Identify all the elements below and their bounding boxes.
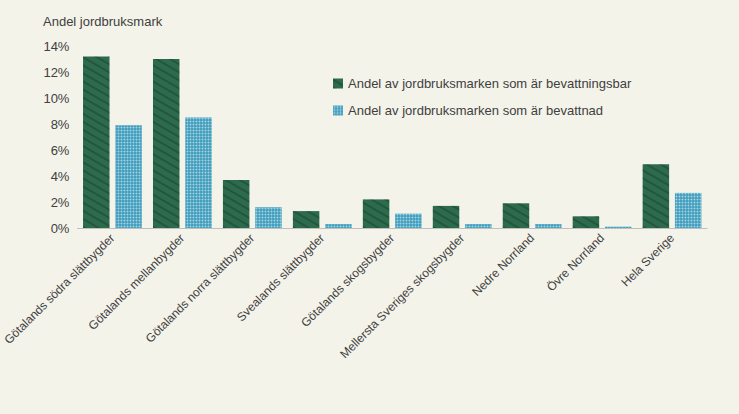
svg-text:Götalands mellanbygder: Götalands mellanbygder xyxy=(85,231,188,333)
svg-text:Götalands norra slättbygder: Götalands norra slättbygder xyxy=(143,231,257,345)
svg-text:Övre Norrland: Övre Norrland xyxy=(544,231,607,294)
svg-text:Nedre Norrland: Nedre Norrland xyxy=(469,231,537,299)
svg-text:Andel jordbruksmark: Andel jordbruksmark xyxy=(43,14,163,29)
svg-text:Götalands södra slättbygder: Götalands södra slättbygder xyxy=(1,231,117,347)
svg-text:Mellersta Sveriges skogsbygder: Mellersta Sveriges skogsbygder xyxy=(337,231,467,361)
svg-text:12%: 12% xyxy=(43,65,69,80)
svg-text:Andel av jordbruksmarken som ä: Andel av jordbruksmarken som är bevattni… xyxy=(348,76,632,91)
svg-text:14%: 14% xyxy=(43,39,69,54)
svg-text:2%: 2% xyxy=(51,195,70,210)
svg-text:Hela Sverige: Hela Sverige xyxy=(619,231,678,290)
svg-text:10%: 10% xyxy=(43,91,69,106)
svg-text:Götalands skogsbygder: Götalands skogsbygder xyxy=(298,231,398,330)
svg-text:6%: 6% xyxy=(51,143,70,158)
svg-text:4%: 4% xyxy=(51,169,70,184)
svg-text:Svealands slättbygder: Svealands slättbygder xyxy=(233,231,328,325)
svg-text:Andel av jordbruksmarken som ä: Andel av jordbruksmarken som är bevattna… xyxy=(348,103,603,118)
svg-text:8%: 8% xyxy=(51,117,70,132)
svg-text:0%: 0% xyxy=(51,221,70,236)
